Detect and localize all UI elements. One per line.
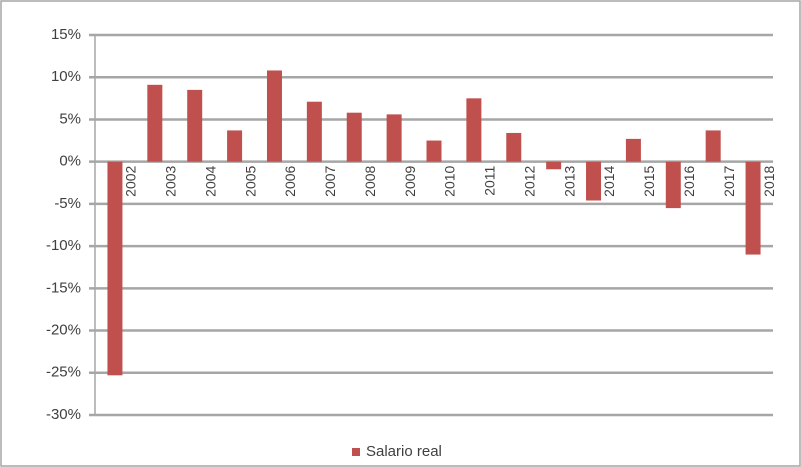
y-tick-label: -10% (46, 237, 81, 254)
y-tick-label: -25% (46, 364, 81, 381)
bar (466, 98, 482, 162)
bar (665, 161, 681, 209)
bar (147, 84, 163, 162)
y-tick-label: 0% (59, 153, 81, 170)
bar (625, 138, 641, 162)
bar (227, 130, 243, 162)
x-tick-label: 2015 (641, 165, 657, 196)
x-tick-label: 2008 (362, 165, 378, 196)
legend-label: Salario real (366, 443, 442, 460)
bar (266, 70, 282, 162)
bar (426, 140, 442, 162)
x-tick-label: 2005 (242, 165, 258, 196)
x-tick-label: 2003 (163, 165, 179, 196)
x-tick-label: 2006 (282, 165, 298, 196)
y-tick-label: -15% (46, 279, 81, 296)
bar (586, 161, 602, 201)
x-tick-label: 2011 (482, 165, 498, 195)
bar (386, 114, 402, 162)
x-tick-label: 2014 (601, 165, 617, 196)
x-tick-label: 2002 (123, 165, 139, 196)
y-tick-label: 5% (59, 110, 81, 127)
bar (187, 89, 203, 162)
x-tick-label: 2012 (521, 165, 537, 196)
y-tick-label: 15% (51, 26, 81, 43)
bar (705, 130, 721, 162)
x-tick-label: 2010 (442, 165, 458, 196)
legend-swatch (352, 448, 360, 456)
bar (346, 112, 362, 162)
x-tick-label: 2007 (322, 165, 338, 196)
bar (546, 161, 562, 170)
x-tick-label: 2016 (681, 165, 697, 196)
bar (745, 161, 761, 255)
x-tick-label: 2018 (761, 165, 777, 196)
x-tick-label: 2013 (561, 165, 577, 196)
y-tick-label: -5% (54, 195, 81, 212)
bar (107, 161, 123, 376)
y-tick-label: -30% (46, 406, 81, 423)
bar (306, 101, 322, 162)
x-tick-label: 2017 (721, 165, 737, 196)
y-tick-label: -20% (46, 322, 81, 339)
y-tick-label: 10% (51, 68, 81, 85)
x-tick-label: 2004 (202, 165, 218, 196)
bar (506, 132, 522, 162)
x-tick-label: 2009 (402, 165, 418, 196)
